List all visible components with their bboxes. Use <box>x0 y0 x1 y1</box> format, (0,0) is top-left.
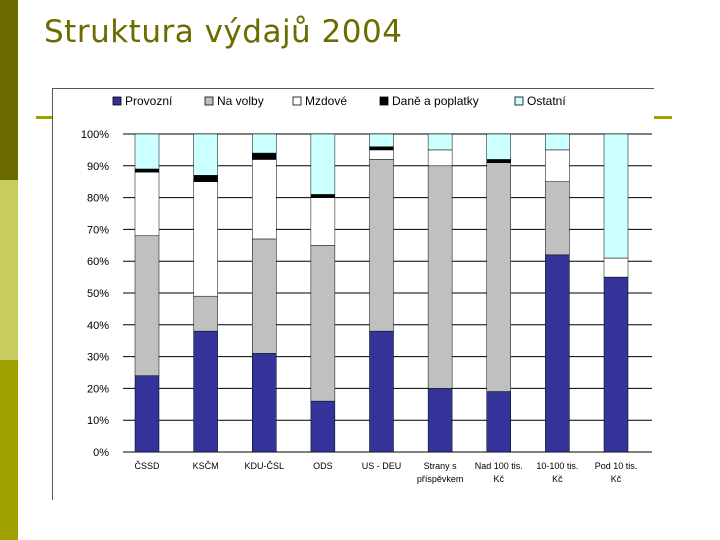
x-tick-label: KDU-ČSL <box>244 461 284 471</box>
y-tick-label: 0% <box>93 447 109 459</box>
bar-segment <box>369 133 394 147</box>
y-tick-label: 10% <box>87 415 109 427</box>
x-tick-label: příspěvkem <box>417 474 464 484</box>
stacked-bar-chart: 0% 10% 20% 30% 40% 50% 60% 70% 80% 90% 100% ČSSD KS… <box>52 88 654 500</box>
bar-segment <box>369 159 394 332</box>
y-tick-label: 100% <box>81 129 109 141</box>
y-tick-label: 40% <box>87 320 109 332</box>
bar-segment <box>134 133 160 170</box>
title-rule-right <box>654 116 672 119</box>
x-tick-label: KSČM <box>193 461 219 471</box>
bar-segment <box>486 162 511 392</box>
x-tick-label: ČSSD <box>134 461 160 471</box>
bar-segment <box>310 133 336 195</box>
x-tick-label: Nad 100 tis. <box>475 461 523 471</box>
legend-label: Daně a poplatky <box>392 94 479 108</box>
y-tick-label: 20% <box>87 383 109 395</box>
bar-segment <box>486 159 511 163</box>
bar-segment <box>310 245 336 402</box>
slide-title: Struktura výdajů 2004 <box>44 14 403 50</box>
x-axis-ticks: ČSSD KSČM KDU-ČSL ODS US - DEU Strany s příspě… <box>134 461 637 484</box>
bars <box>134 133 629 453</box>
bar-segment <box>134 168 160 173</box>
legend-label: Mzdové <box>305 94 347 108</box>
x-tick-label: Kč <box>611 474 622 484</box>
bar-segment <box>252 238 277 354</box>
legend-label: Na volby <box>217 94 264 108</box>
legend-swatch <box>379 96 389 106</box>
bar-segment <box>545 133 570 151</box>
title-rule-left <box>36 116 56 119</box>
bar-segment <box>427 133 453 151</box>
x-tick-label: ODS <box>313 461 333 471</box>
bar-segment <box>369 330 394 453</box>
bar-segment <box>252 133 277 154</box>
x-tick-label: Kč <box>493 474 504 484</box>
bar-segment <box>545 254 570 453</box>
y-tick-label: 30% <box>87 352 109 364</box>
bar-segment <box>134 171 160 237</box>
bar-segment <box>193 330 218 453</box>
legend-label: Ostatní <box>527 94 566 108</box>
sidebar-light-block <box>0 180 18 360</box>
x-tick-label: 10-100 tis. <box>536 461 578 471</box>
sidebar-dark-block <box>0 0 18 180</box>
bar-segment <box>369 146 394 151</box>
y-tick-label: 50% <box>87 288 109 300</box>
bar-segment <box>134 235 160 376</box>
bar-segment <box>193 295 218 332</box>
bar-segment <box>427 149 453 167</box>
legend-label: Provozní <box>125 94 173 108</box>
bar-segment <box>310 194 336 198</box>
bar-segment <box>193 133 218 176</box>
legend-swatch <box>112 96 122 106</box>
y-tick-label: 90% <box>87 161 109 173</box>
bar-segment <box>545 181 570 256</box>
bar-segment <box>603 257 629 278</box>
bar-segment <box>545 149 570 182</box>
bar-segment <box>252 353 277 453</box>
bar-segment <box>252 152 277 160</box>
y-tick-label: 80% <box>87 193 109 205</box>
y-axis-ticks: 0% 10% 20% 30% 40% 50% 60% 70% 80% 90% 100% <box>81 129 109 459</box>
legend-swatch <box>514 96 524 106</box>
sidebar-mid-block <box>0 360 18 540</box>
bar-segment <box>193 175 218 182</box>
bar-segment <box>252 159 277 240</box>
legend-swatch <box>204 96 214 106</box>
bar-segment <box>427 165 453 389</box>
bar-segment <box>310 197 336 246</box>
bar-segment <box>369 149 394 160</box>
y-tick-label: 70% <box>87 224 109 236</box>
bar-segment <box>603 133 629 259</box>
bar-segment <box>427 388 453 453</box>
bar-segment <box>193 181 218 297</box>
x-tick-label: Kč <box>552 474 563 484</box>
bar-segment <box>310 400 336 453</box>
bar-segment <box>486 133 511 160</box>
x-tick-label: Pod 10 tis. <box>595 461 638 471</box>
y-tick-label: 60% <box>87 256 109 268</box>
legend-swatch <box>292 96 302 106</box>
x-tick-label: Strany s <box>424 461 458 471</box>
bar-segment <box>134 375 160 453</box>
x-tick-label: US - DEU <box>362 461 402 471</box>
legend: Provozní Na volby Mzdové Daně a poplatky Ost… <box>112 94 566 108</box>
bar-segment <box>486 391 511 453</box>
bar-segment <box>603 276 629 453</box>
